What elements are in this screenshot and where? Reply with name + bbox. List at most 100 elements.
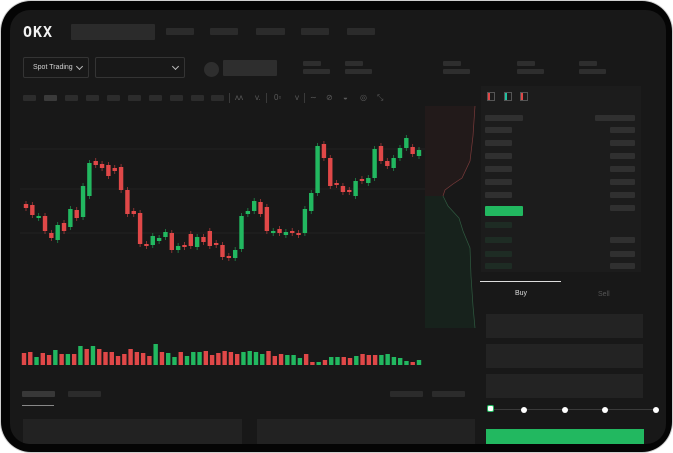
ask-size — [610, 153, 635, 159]
tab-buy[interactable]: Buy — [515, 290, 528, 297]
candle-down — [112, 168, 117, 171]
volume-bar — [391, 357, 397, 365]
candle-up — [194, 237, 200, 247]
candle-up — [163, 232, 168, 237]
orderbook-header — [595, 115, 635, 121]
stat-value — [579, 69, 606, 74]
amount-slider[interactable] — [490, 409, 658, 410]
candle-down — [340, 186, 346, 192]
timeframe-button[interactable] — [44, 95, 57, 101]
ask-size — [610, 179, 635, 185]
orderbook-bids-icon[interactable] — [504, 92, 512, 101]
orders-panel — [257, 419, 475, 444]
candle-up — [239, 216, 244, 249]
chart-type-icon[interactable]: 0▫ — [274, 93, 282, 102]
market-dropdown[interactable]: Spot Trading — [23, 57, 89, 78]
orderbook-asks-icon[interactable] — [520, 92, 528, 101]
volume-bar — [329, 357, 334, 365]
slider-step-50[interactable] — [562, 407, 568, 413]
filter-button[interactable] — [432, 391, 465, 397]
volume-bar — [366, 355, 372, 365]
okx-logo[interactable]: OKX — [23, 23, 54, 41]
candle-down — [182, 245, 187, 247]
volume-bar — [191, 352, 196, 365]
timeframe-button[interactable] — [149, 95, 162, 101]
volume-bar — [128, 349, 133, 365]
candle-down — [93, 161, 98, 165]
candle-up — [283, 232, 289, 235]
tab-sell[interactable]: Sell — [598, 291, 610, 298]
candlestick-chart[interactable] — [10, 10, 480, 380]
last-price — [485, 206, 523, 216]
indicator-icon[interactable]: ʌʌ — [235, 93, 243, 102]
timeframe-button[interactable] — [170, 95, 183, 101]
slider-step-25[interactable] — [521, 407, 527, 413]
volume-bar — [134, 352, 140, 365]
pair-dropdown[interactable] — [95, 57, 185, 78]
volume-bar — [78, 346, 83, 365]
line-tool-icon[interactable]: ∼ — [310, 93, 317, 102]
total-input[interactable] — [486, 374, 643, 398]
ruler-icon[interactable]: ⊘ — [326, 93, 333, 102]
slider-step-75[interactable] — [602, 407, 608, 413]
volume-bar — [278, 354, 284, 365]
candle-up — [156, 238, 162, 241]
drawing-icon[interactable]: ◒ — [343, 93, 348, 102]
coin-icon — [204, 62, 219, 77]
timeframe-button[interactable] — [23, 95, 36, 101]
magnet-icon[interactable]: ◎ — [360, 93, 367, 102]
orderbook-both-icon[interactable] — [487, 92, 495, 101]
volume-bar — [222, 351, 227, 365]
volume-bar — [335, 357, 340, 365]
stat-label — [517, 61, 535, 66]
timeframe-button[interactable] — [211, 95, 224, 101]
candle-down — [137, 213, 143, 244]
nav-item[interactable] — [210, 28, 238, 35]
timeframe-button[interactable] — [86, 95, 99, 101]
candle-down — [220, 245, 225, 257]
nav-item[interactable] — [256, 28, 285, 35]
bid-size — [610, 237, 635, 243]
tab-order-history[interactable] — [68, 391, 101, 397]
stat-value — [443, 69, 470, 74]
timeframe-button[interactable] — [191, 95, 204, 101]
candle-up — [245, 211, 251, 214]
nav-item[interactable] — [347, 28, 375, 35]
nav-item[interactable] — [166, 28, 194, 35]
timeframe-button[interactable] — [107, 95, 120, 101]
price-input[interactable] — [486, 314, 643, 338]
stat-label — [345, 61, 363, 66]
slider-step-100[interactable] — [653, 407, 659, 413]
volume-bar — [197, 352, 202, 365]
volume-bar — [416, 360, 422, 365]
fullscreen-icon[interactable]: ⤡ — [377, 93, 384, 102]
ask-price — [485, 127, 512, 133]
candle-down — [328, 158, 333, 186]
tab-open-orders[interactable] — [22, 391, 55, 397]
volume-bar — [379, 355, 384, 365]
search-bar[interactable] — [71, 24, 155, 40]
orderbook-header — [485, 115, 523, 121]
candle-up — [404, 138, 409, 148]
candle-up — [397, 148, 403, 158]
amount-input[interactable] — [486, 344, 643, 368]
chevron-down-icon[interactable]: v. — [255, 93, 261, 102]
stat-label — [579, 61, 597, 66]
market-dropdown-label: Spot Trading — [33, 64, 73, 71]
chevron-down-icon[interactable]: v — [295, 93, 299, 102]
filter-button[interactable] — [390, 391, 423, 397]
ask-size — [610, 127, 635, 133]
timeframe-button[interactable] — [128, 95, 141, 101]
candle-up — [251, 201, 257, 211]
pair-price — [223, 60, 277, 76]
nav-item[interactable] — [301, 28, 329, 35]
volume-bar — [397, 358, 403, 365]
bid-price — [485, 222, 512, 228]
slider-handle[interactable] — [487, 405, 494, 412]
candle-down — [42, 216, 48, 231]
buy-button[interactable] — [486, 429, 644, 444]
volume-bar — [291, 355, 296, 365]
candle-down — [30, 205, 35, 215]
volume-bar — [90, 346, 96, 365]
timeframe-button[interactable] — [65, 95, 78, 101]
